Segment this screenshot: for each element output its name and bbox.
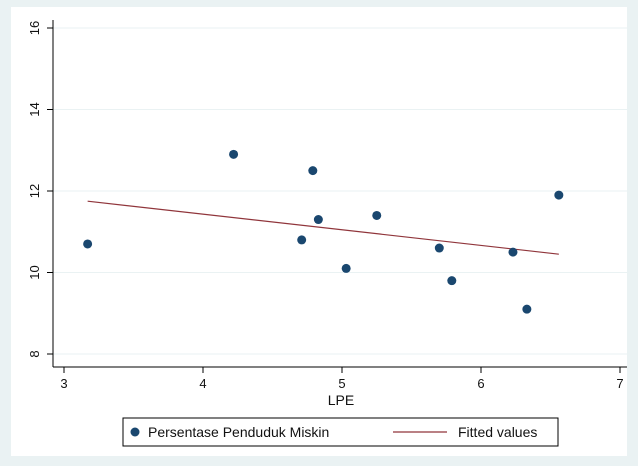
y-tick-label: 16 (27, 21, 42, 35)
fitted-line (87, 200, 559, 255)
data-point (313, 215, 323, 225)
data-point (508, 247, 518, 257)
plot-region-background (11, 7, 627, 456)
legend-label-fitted: Fitted values (458, 424, 537, 440)
y-tick-label: 10 (27, 265, 42, 279)
fitted-line-group (87, 200, 559, 255)
x-axis-title: LPE (328, 392, 354, 408)
legend: Persentase Penduduk Miskin Fitted values (122, 417, 559, 447)
x-axis-ticks: 3 4 5 6 7 (60, 367, 624, 391)
data-point (308, 166, 318, 176)
legend-marker-scatter (130, 427, 140, 437)
x-tick-label: 3 (60, 376, 67, 391)
x-tick-label: 7 (616, 376, 623, 391)
data-point (522, 304, 532, 314)
data-point (83, 239, 93, 249)
data-point (341, 263, 351, 273)
data-point (434, 243, 444, 253)
data-point (297, 235, 307, 245)
legend-label-scatter: Persentase Penduduk Miskin (148, 424, 329, 440)
x-tick-label: 5 (338, 376, 345, 391)
scatter-points (83, 149, 564, 314)
data-point (372, 210, 382, 220)
legend-box (122, 417, 559, 447)
y-tick-label: 8 (27, 350, 42, 357)
y-tick-label: 12 (27, 184, 42, 198)
y-axis-ticks: 8 10 12 14 16 (27, 21, 53, 358)
grid-lines (53, 27, 627, 355)
x-tick-label: 4 (199, 376, 206, 391)
data-point (554, 190, 564, 200)
y-tick-label: 14 (27, 102, 42, 116)
data-point (447, 276, 457, 286)
x-tick-label: 6 (477, 376, 484, 391)
data-point (229, 149, 239, 159)
